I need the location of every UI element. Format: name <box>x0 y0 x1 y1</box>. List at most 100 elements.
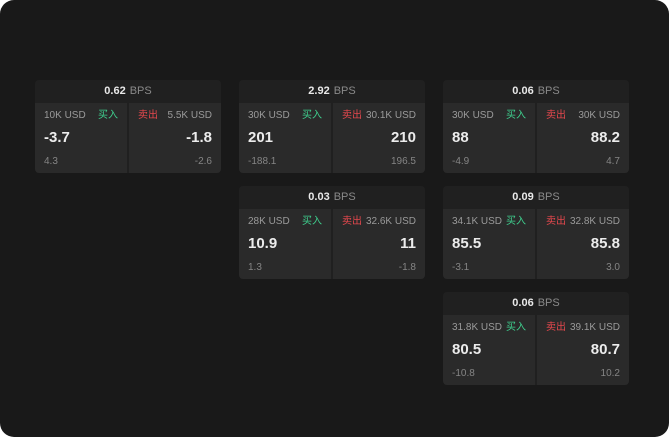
ask-panel[interactable]: 卖出 5.5K USD -1.8 -2.6 <box>129 103 221 173</box>
ask-size: 32.8K USD <box>569 216 620 227</box>
bid-sub-value: 4.3 <box>44 156 58 167</box>
ask-size: 30K USD <box>578 110 620 121</box>
bps-unit-label: BPS <box>537 297 560 309</box>
ask-size: 5.5K USD <box>167 110 212 121</box>
bid-price: 85.5 <box>452 235 482 253</box>
panel-header-row: 30K USD 买入 <box>452 110 526 121</box>
bid-price: 201 <box>248 129 274 147</box>
quote-card: 2.92 BPS 30K USD 买入 201 -188.1 卖出 30.1K … <box>239 80 425 173</box>
bid-size: 30K USD <box>248 110 290 121</box>
spread-header: 0.06 BPS <box>443 292 629 315</box>
spread-header: 0.03 BPS <box>239 186 425 209</box>
ask-sub-value: 196.5 <box>390 156 416 167</box>
panel-header-row: 卖出 32.8K USD <box>546 216 620 227</box>
sell-side-label: 卖出 <box>546 110 566 121</box>
ask-price: 80.7 <box>590 341 620 359</box>
spread-header: 2.92 BPS <box>239 80 425 103</box>
spread-header: 0.06 BPS <box>443 80 629 103</box>
bps-unit-label: BPS <box>129 85 152 97</box>
ask-panel[interactable]: 卖出 39.1K USD 80.7 10.2 <box>537 315 629 385</box>
spread-value: 0.06 <box>512 297 534 309</box>
panel-header-row: 28K USD 买入 <box>248 216 322 227</box>
quote-card: 0.06 BPS 30K USD 买入 88 -4.9 卖出 30K USD <box>443 80 629 173</box>
buy-side-label: 买入 <box>506 322 526 333</box>
bid-panel[interactable]: 28K USD 买入 10.9 1.3 <box>239 209 331 279</box>
sell-side-label: 卖出 <box>342 216 362 227</box>
ask-sub-value: -1.8 <box>398 262 416 273</box>
panel-header-row: 34.1K USD 买入 <box>452 216 526 227</box>
spread-value: 0.06 <box>512 85 534 97</box>
spread-header: 0.62 BPS <box>35 80 221 103</box>
bid-sub-value: -3.1 <box>452 262 470 273</box>
sell-side-label: 卖出 <box>342 110 362 121</box>
ask-size: 39.1K USD <box>569 322 620 333</box>
buy-side-label: 买入 <box>98 110 118 121</box>
ask-price: -1.8 <box>186 129 212 147</box>
spread-value: 2.92 <box>308 85 330 97</box>
panel-header-row: 卖出 30.1K USD <box>342 110 416 121</box>
bid-panel[interactable]: 10K USD 买入 -3.7 4.3 <box>35 103 127 173</box>
bid-price: -3.7 <box>44 129 70 147</box>
bid-panel[interactable]: 30K USD 买入 201 -188.1 <box>239 103 331 173</box>
sell-side-label: 卖出 <box>546 216 566 227</box>
bid-size: 31.8K USD <box>452 322 503 333</box>
quote-cards-grid: 0.62 BPS 10K USD 买入 -3.7 4.3 卖出 5.5K USD <box>35 80 629 385</box>
ask-sub-value: 3.0 <box>606 262 620 273</box>
ask-size: 30.1K USD <box>365 110 416 121</box>
buy-side-label: 买入 <box>302 110 322 121</box>
panel-header-row: 卖出 39.1K USD <box>546 322 620 333</box>
sell-side-label: 卖出 <box>546 322 566 333</box>
bid-size: 34.1K USD <box>452 216 503 227</box>
ask-price: 85.8 <box>590 235 620 253</box>
quote-panels: 10K USD 买入 -3.7 4.3 卖出 5.5K USD -1.8 -2.… <box>35 103 221 173</box>
buy-side-label: 买入 <box>506 110 526 121</box>
panel-header-row: 卖出 30K USD <box>546 110 620 121</box>
panel-header-row: 31.8K USD 买入 <box>452 322 526 333</box>
bid-panel[interactable]: 31.8K USD 买入 80.5 -10.8 <box>443 315 535 385</box>
ask-panel[interactable]: 卖出 32.6K USD 11 -1.8 <box>333 209 425 279</box>
bid-sub-value: -188.1 <box>248 156 277 167</box>
panel-header-row: 卖出 5.5K USD <box>138 110 212 121</box>
ask-panel[interactable]: 卖出 32.8K USD 85.8 3.0 <box>537 209 629 279</box>
bid-price: 80.5 <box>452 341 482 359</box>
bid-size: 30K USD <box>452 110 494 121</box>
ask-sub-value: 4.7 <box>606 156 620 167</box>
ask-price: 88.2 <box>590 129 620 147</box>
bps-unit-label: BPS <box>537 191 560 203</box>
bid-panel[interactable]: 34.1K USD 买入 85.5 -3.1 <box>443 209 535 279</box>
ask-panel[interactable]: 卖出 30.1K USD 210 196.5 <box>333 103 425 173</box>
bid-price: 10.9 <box>248 235 278 253</box>
spread-header: 0.09 BPS <box>443 186 629 209</box>
panel-header-row: 30K USD 买入 <box>248 110 322 121</box>
panel-header-row: 卖出 32.6K USD <box>342 216 416 227</box>
quote-card: 0.09 BPS 34.1K USD 买入 85.5 -3.1 卖出 32.8K… <box>443 186 629 279</box>
spread-value: 0.03 <box>308 191 330 203</box>
spread-value: 0.09 <box>512 191 534 203</box>
quote-panels: 30K USD 买入 201 -188.1 卖出 30.1K USD 210 1… <box>239 103 425 173</box>
ask-sub-value: 10.2 <box>600 368 620 379</box>
spread-value: 0.62 <box>104 85 126 97</box>
bid-price: 88 <box>452 129 469 147</box>
quote-panels: 31.8K USD 买入 80.5 -10.8 卖出 39.1K USD 80.… <box>443 315 629 385</box>
quote-panels: 30K USD 买入 88 -4.9 卖出 30K USD 88.2 4.7 <box>443 103 629 173</box>
bid-sub-value: -10.8 <box>452 368 475 379</box>
bps-unit-label: BPS <box>537 85 560 97</box>
buy-side-label: 买入 <box>506 216 526 227</box>
bid-sub-value: -4.9 <box>452 156 470 167</box>
panel-header-row: 10K USD 买入 <box>44 110 118 121</box>
ask-price: 11 <box>400 235 416 253</box>
bid-panel[interactable]: 30K USD 买入 88 -4.9 <box>443 103 535 173</box>
sell-side-label: 卖出 <box>138 110 158 121</box>
ask-panel[interactable]: 卖出 30K USD 88.2 4.7 <box>537 103 629 173</box>
quote-card: 0.03 BPS 28K USD 买入 10.9 1.3 卖出 32.6K US… <box>239 186 425 279</box>
quote-panels: 34.1K USD 买入 85.5 -3.1 卖出 32.8K USD 85.8… <box>443 209 629 279</box>
ask-size: 32.6K USD <box>365 216 416 227</box>
quote-card: 0.62 BPS 10K USD 买入 -3.7 4.3 卖出 5.5K USD <box>35 80 221 173</box>
bid-sub-value: 1.3 <box>248 262 262 273</box>
bps-unit-label: BPS <box>333 85 356 97</box>
bid-size: 10K USD <box>44 110 86 121</box>
bid-size: 28K USD <box>248 216 290 227</box>
buy-side-label: 买入 <box>302 216 322 227</box>
ask-price: 210 <box>390 129 416 147</box>
